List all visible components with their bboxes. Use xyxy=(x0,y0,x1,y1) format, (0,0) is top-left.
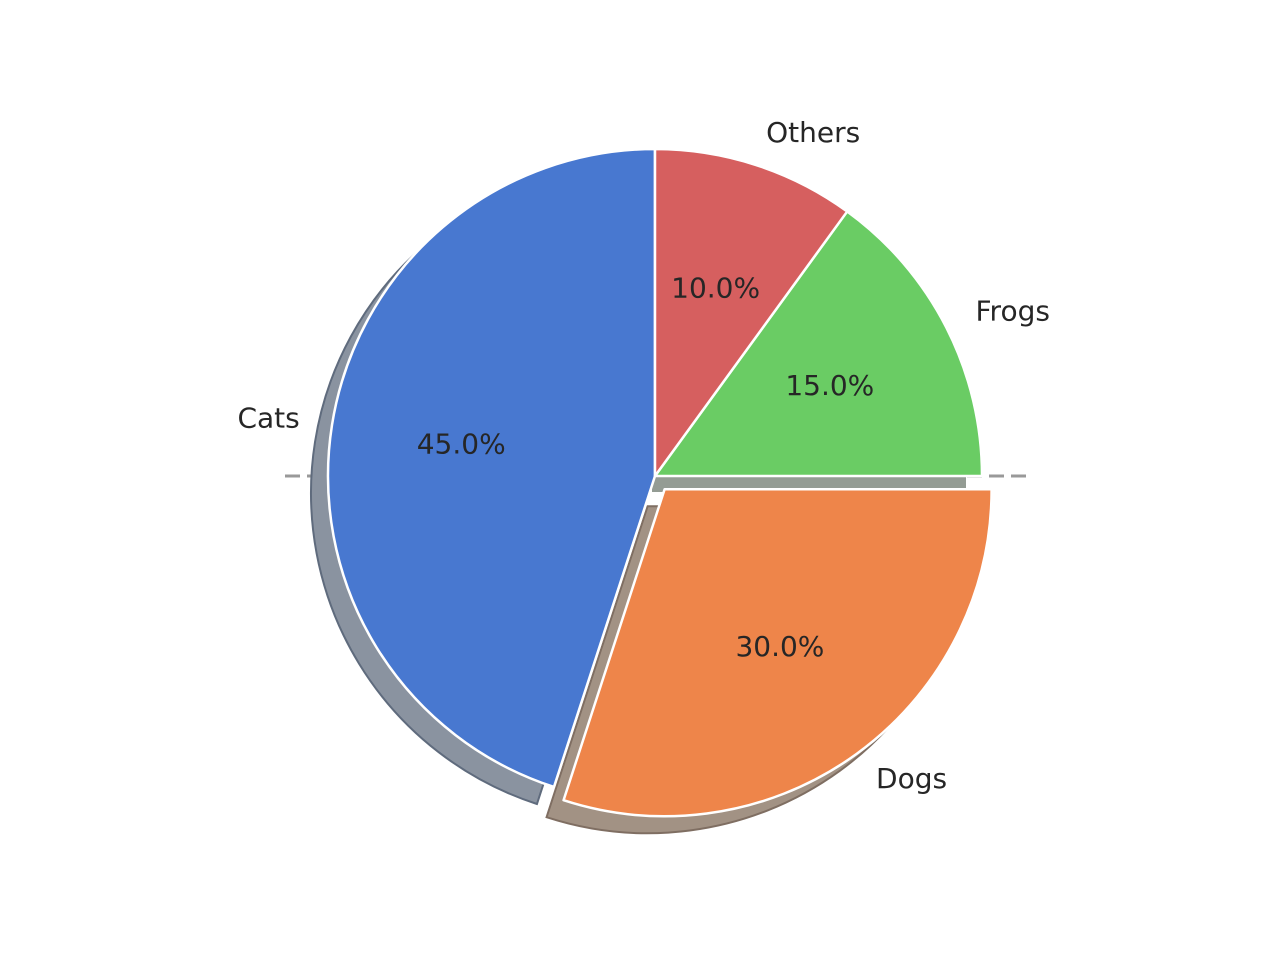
pie-slice-cats xyxy=(326,147,657,789)
percent-label-frogs: 15.0% xyxy=(785,369,874,402)
pie-slice-dogs xyxy=(562,487,993,818)
percent-label-dogs: 30.0% xyxy=(735,630,824,663)
wedge-layer xyxy=(326,147,993,818)
pie-slice-frogs xyxy=(653,210,984,478)
percent-label-others: 10.0% xyxy=(671,271,760,304)
pie-slice-others xyxy=(653,147,849,478)
slice-label-cats: Cats xyxy=(237,402,299,435)
slice-label-dogs: Dogs xyxy=(876,762,947,795)
percent-label-cats: 45.0% xyxy=(417,427,506,460)
slice-label-others: Others xyxy=(766,116,860,149)
label-layer: Cats 45.0% Dogs 30.0% Frogs 15.0% Others 10.0% xyxy=(237,116,1050,795)
slice-label-frogs: Frogs xyxy=(975,295,1049,328)
